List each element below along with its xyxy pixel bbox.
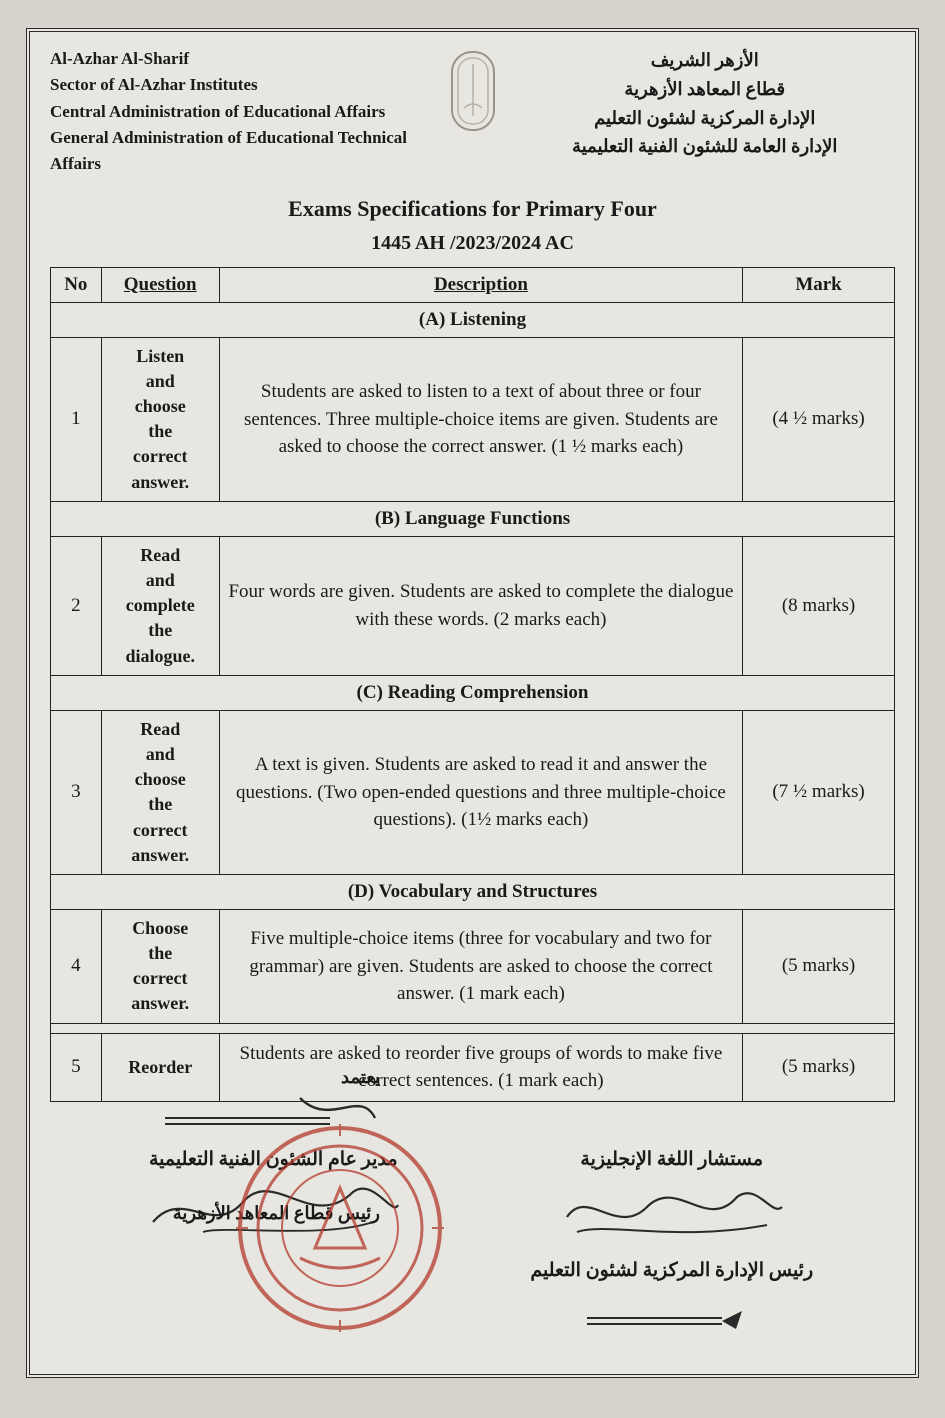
table-row-2: 2 Readandcompletethedialogue. Four words…: [51, 536, 895, 675]
th-mark: Mark: [743, 267, 895, 302]
lh-en-line1: Al-Azhar Al-Sharif: [50, 46, 431, 72]
official-stamp: [230, 1118, 450, 1338]
r2-mark: (8 marks): [743, 536, 895, 675]
r4-description: Five multiple-choice items (three for vo…: [219, 909, 742, 1023]
document-sheet: Al-Azhar Al-Sharif Sector of Al-Azhar In…: [26, 28, 919, 1378]
r3-description: A text is given. Students are asked to r…: [219, 710, 742, 874]
signature-scribble-2: [572, 1288, 772, 1338]
r4-question: Choosethecorrectanswer.: [101, 909, 219, 1023]
r1-no: 1: [51, 337, 102, 501]
th-description: Description: [219, 267, 742, 302]
r1-description: Students are asked to listen to a text o…: [219, 337, 742, 501]
sig-english-consultant-title: مستشار اللغة الإنجليزية: [473, 1148, 872, 1171]
table-row-4: 4 Choosethecorrectanswer. Five multiple-…: [51, 909, 895, 1023]
specifications-table: No Question Description Mark (A) Listeni…: [50, 267, 895, 1102]
lh-en-line2: Sector of Al-Azhar Institutes: [50, 72, 431, 98]
r5-no: 5: [51, 1033, 102, 1101]
r3-mark: (7 ½ marks): [743, 710, 895, 874]
section-d-title: (D) Vocabulary and Structures: [51, 874, 895, 909]
r4-mark: (5 marks): [743, 909, 895, 1023]
title-block: Exams Specifications for Primary Four 14…: [50, 196, 895, 255]
section-a-title: (A) Listening: [51, 302, 895, 337]
section-d-row: (D) Vocabulary and Structures: [51, 874, 895, 909]
lh-ar-line1: الأزهر الشريف: [515, 46, 896, 75]
title-main: Exams Specifications for Primary Four: [50, 196, 895, 222]
table-header-row: No Question Description Mark: [51, 267, 895, 302]
lh-ar-line3: الإدارة المركزية لشئون التعليم: [515, 104, 896, 133]
r5-mark: (5 marks): [743, 1033, 895, 1101]
spacer-row: [51, 1023, 895, 1033]
letterhead-english: Al-Azhar Al-Sharif Sector of Al-Azhar In…: [50, 46, 431, 178]
lh-en-line3: Central Administration of Educational Af…: [50, 99, 431, 125]
r3-question: Readandchoosethecorrectanswer.: [101, 710, 219, 874]
r1-mark: (4 ½ marks): [743, 337, 895, 501]
section-c-row: (C) Reading Comprehension: [51, 675, 895, 710]
letterhead: Al-Azhar Al-Sharif Sector of Al-Azhar In…: [50, 46, 895, 178]
section-b-title: (B) Language Functions: [51, 501, 895, 536]
r4-no: 4: [51, 909, 102, 1023]
page: Al-Azhar Al-Sharif Sector of Al-Azhar In…: [0, 0, 945, 1418]
section-c-title: (C) Reading Comprehension: [51, 675, 895, 710]
signature-scribble-1: [557, 1177, 787, 1247]
th-no: No: [51, 267, 102, 302]
table-row-3: 3 Readandchoosethecorrectanswer. A text …: [51, 710, 895, 874]
r2-question: Readandcompletethedialogue.: [101, 536, 219, 675]
th-question: Question: [101, 267, 219, 302]
signature-right-column: مستشار اللغة الإنجليزية رئيس الإدارة الم…: [473, 1148, 872, 1344]
section-b-row: (B) Language Functions: [51, 501, 895, 536]
table-row-1: 1 Listenandchoosethecorrectanswer. Stude…: [51, 337, 895, 501]
azhar-logo: [441, 46, 505, 140]
letterhead-arabic: الأزهر الشريف قطاع المعاهد الأزهرية الإد…: [515, 46, 896, 161]
r2-no: 2: [51, 536, 102, 675]
r1-question: Listenandchoosethecorrectanswer.: [101, 337, 219, 501]
sig-central-admin-title: رئيس الإدارة المركزية لشئون التعليم: [473, 1259, 872, 1282]
r3-no: 3: [51, 710, 102, 874]
section-a-row: (A) Listening: [51, 302, 895, 337]
title-sub: 1445 AH /2023/2024 AC: [50, 232, 895, 255]
approve-label: يعتمد: [160, 1067, 380, 1088]
lh-ar-line4: الإدارة العامة للشئون الفنية التعليمية: [515, 132, 896, 161]
lh-en-line4: General Administration of Educational Te…: [50, 125, 431, 178]
lh-ar-line2: قطاع المعاهد الأزهرية: [515, 75, 896, 104]
r2-description: Four words are given. Students are asked…: [219, 536, 742, 675]
